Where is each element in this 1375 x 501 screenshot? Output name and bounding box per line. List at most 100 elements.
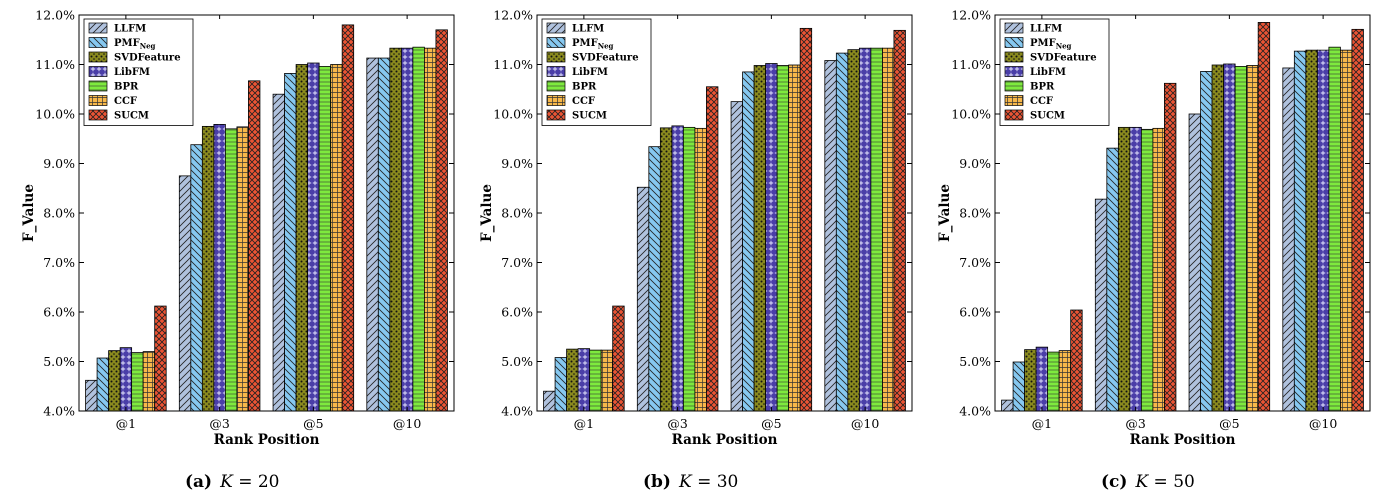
bar-sucm-at1 xyxy=(612,305,625,412)
bar-ccf-at1 xyxy=(142,351,156,412)
plot-frame xyxy=(536,14,913,412)
legend-label-ccf: CCF xyxy=(114,96,137,107)
bar-ccf-at3 xyxy=(694,127,707,412)
bar-pmf_neg-at10 xyxy=(1293,50,1307,412)
legend-swatch-sucm xyxy=(546,109,566,121)
panel-caption: (c) K = 50 xyxy=(1101,472,1195,492)
bar-pmf_neg-at10 xyxy=(835,52,849,412)
bar-pmf_neg-at3 xyxy=(190,144,203,412)
y-tick-label: 11.0% xyxy=(493,57,533,72)
plot-frame xyxy=(78,14,455,412)
legend-label-sucm: SUCM xyxy=(114,111,149,122)
bar-libfm-at10 xyxy=(400,47,414,412)
legend-swatch-svdfeature xyxy=(546,51,566,63)
bar-sucm-at1 xyxy=(154,305,167,412)
bar-svdfeature-at3 xyxy=(1117,126,1131,412)
legend-label-svdfeature: SVDFeature xyxy=(1030,53,1097,64)
bar-ccf-at1 xyxy=(1058,350,1072,412)
legend: LLFM PMFNeg SVDFeature LibFM BPR CCF SUCM xyxy=(999,18,1110,126)
bar-sucm-at1 xyxy=(1070,309,1083,412)
x-tick-label: @1 xyxy=(116,416,136,431)
legend-swatch-libfm xyxy=(88,66,108,77)
bar-libfm-at5 xyxy=(1223,63,1236,412)
y-tick-label: 7.0% xyxy=(959,255,991,270)
legend-swatch-ccf xyxy=(1004,95,1024,106)
chart-panel-1: @1 @3 @5 @10 4.0% 5.0% 6.0% 7.0% 8.0% 9.0% 10.0% 11… xyxy=(21,8,455,492)
bar-svdfeature-at5 xyxy=(1211,64,1225,412)
bar-sucm-at10 xyxy=(893,29,906,412)
bar-bpr-at3 xyxy=(224,128,238,412)
y-tick-label: 4.0% xyxy=(959,404,991,419)
bar-pmf_neg-at10 xyxy=(377,57,391,412)
bar-svdfeature-at1 xyxy=(566,348,579,412)
y-tick-label: 12.0% xyxy=(35,8,75,23)
bar-bpr-at1 xyxy=(1047,351,1060,412)
chart-panel-2: @1 @3 @5 @10 4.0% 5.0% 6.0% 7.0% 8.0% 9.0% 10.0% 11… xyxy=(479,8,913,492)
bar-pmf_neg-at5 xyxy=(742,71,755,412)
legend-label-libfm: LibFM xyxy=(114,67,150,78)
bar-sucm-at5 xyxy=(1257,22,1271,412)
bar-libfm-at5 xyxy=(765,63,778,412)
bar-sucm-at5 xyxy=(341,24,355,412)
x-tick-label: @3 xyxy=(667,416,688,431)
caption-letter: (b) xyxy=(643,472,671,492)
bar-svdfeature-at3 xyxy=(201,125,215,412)
y-tick-label: 12.0% xyxy=(951,8,991,23)
legend-label-bpr: BPR xyxy=(114,82,139,93)
y-tick-label: 12.0% xyxy=(493,8,533,23)
y-tick-label: 7.0% xyxy=(43,255,75,270)
bar-sucm-at10 xyxy=(435,29,448,412)
x-tick-label: @1 xyxy=(574,416,594,431)
bar-llfm-at1 xyxy=(543,390,556,412)
bar-svdfeature-at10 xyxy=(847,49,860,412)
bar-pmf_neg-at5 xyxy=(284,73,297,412)
bar-svdfeature-at10 xyxy=(389,47,402,412)
legend-label-sucm: SUCM xyxy=(1030,111,1065,122)
x-tick-label: @10 xyxy=(393,416,421,431)
x-tick-label: @10 xyxy=(1309,416,1337,431)
legend-label-svdfeature: SVDFeature xyxy=(572,53,639,64)
y-tick-label: 8.0% xyxy=(501,206,533,221)
bar-llfm-at10 xyxy=(1282,67,1295,412)
bar-bpr-at3 xyxy=(682,126,696,412)
bar-llfm-at1 xyxy=(85,379,98,412)
y-tick-label: 10.0% xyxy=(35,107,75,122)
legend-swatch-bpr xyxy=(88,80,108,92)
bar-svdfeature-at5 xyxy=(753,65,767,412)
legend-swatch-svdfeature xyxy=(1004,51,1024,63)
bar-libfm-at1 xyxy=(1035,346,1049,412)
y-tick-label: 5.0% xyxy=(43,354,75,369)
legend-swatch-llfm xyxy=(546,22,566,34)
legend-label-llfm: LLFM xyxy=(1030,24,1062,35)
y-tick-label: 4.0% xyxy=(501,404,533,419)
x-tick-label: @10 xyxy=(851,416,879,431)
bar-llfm-at5 xyxy=(1188,113,1201,412)
legend-swatch-llfm xyxy=(1004,22,1024,34)
chart-panel-3: @1 @3 @5 @10 4.0% 5.0% 6.0% 7.0% 8.0% 9.0% 10.0% 11… xyxy=(937,8,1371,492)
legend-swatch-llfm xyxy=(88,22,108,34)
y-axis-label: F_Value xyxy=(21,184,37,242)
bar-bpr-at3 xyxy=(1140,128,1154,412)
panel-caption: (a) K = 20 xyxy=(185,472,280,492)
bar-ccf-at5 xyxy=(1246,65,1259,412)
legend-label-svdfeature: SVDFeature xyxy=(114,53,181,64)
caption-letter: (a) xyxy=(185,472,212,492)
bar-pmf_neg-at1 xyxy=(554,357,568,412)
legend-swatch-ccf xyxy=(88,95,108,106)
bar-llfm-at3 xyxy=(1094,198,1108,412)
y-tick-label: 11.0% xyxy=(951,57,991,72)
bar-bpr-at5 xyxy=(318,66,332,412)
y-tick-label: 6.0% xyxy=(43,305,75,320)
bar-ccf-at10 xyxy=(423,47,437,412)
bar-llfm-at10 xyxy=(366,57,379,412)
bar-libfm-at10 xyxy=(1316,49,1330,412)
bar-libfm-at3 xyxy=(1129,126,1142,412)
bar-sucm-at3 xyxy=(706,86,719,412)
y-tick-label: 7.0% xyxy=(501,255,533,270)
x-axis-label: Rank Position xyxy=(1130,432,1236,448)
x-axis-label: Rank Position xyxy=(672,432,778,448)
y-tick-label: 6.0% xyxy=(959,305,991,320)
plot-frame xyxy=(994,14,1371,412)
